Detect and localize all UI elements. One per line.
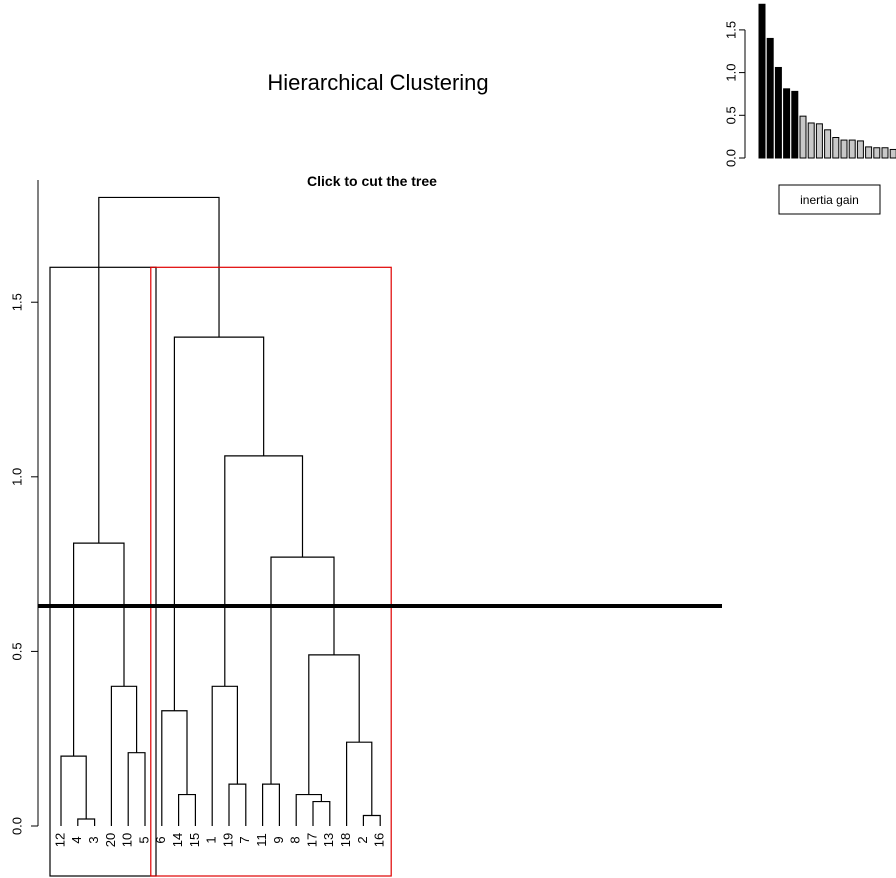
- inertia-bar: [774, 66, 782, 159]
- inertia-bar: [865, 146, 873, 159]
- dendrogram-branch: [178, 793, 196, 826]
- y-tick-label: 1.0: [9, 468, 24, 486]
- inertia-bar: [832, 137, 840, 159]
- inertia-bars: [758, 3, 896, 159]
- leaf-label: 6: [153, 836, 168, 843]
- main-title: Hierarchical Clustering: [267, 70, 488, 95]
- leaf-label: 10: [120, 833, 135, 847]
- leaf-label: 9: [271, 836, 286, 843]
- inertia-bar: [766, 37, 774, 159]
- leaf-label: 14: [170, 833, 185, 847]
- inertia-y-tick-label: 1.5: [723, 21, 738, 39]
- dendrogram-branch: [224, 455, 304, 687]
- inertia-bar: [799, 115, 807, 159]
- inertia-bar: [815, 123, 823, 159]
- dendrogram-branch: [346, 741, 373, 826]
- dendrogram-branch: [173, 336, 265, 711]
- leaf-labels: 12 4 3 20 10 5 6 14 15 1 19 7 11 9 8 17 13 18 2 16: [52, 833, 386, 847]
- leaf-label: 16: [372, 833, 387, 847]
- leaf-label: 13: [321, 833, 336, 847]
- dendrogram-branches: [60, 196, 381, 826]
- inertia-y-tick-label: 0.5: [723, 106, 738, 124]
- inertia-legend-box: [778, 184, 881, 215]
- inertia-bar: [848, 139, 856, 159]
- inertia-bar: [881, 147, 889, 159]
- dendrogram-branch: [211, 685, 238, 826]
- leaf-label: 7: [237, 836, 252, 843]
- dendrogram-branch: [312, 800, 331, 826]
- dendrogram-branch: [60, 755, 87, 826]
- inertia-bar: [807, 122, 815, 159]
- inertia-bar: [856, 140, 864, 159]
- leaf-label: 1: [204, 836, 219, 843]
- leaf-label: 8: [288, 836, 303, 843]
- cluster-boxes: [49, 266, 392, 877]
- cluster-box-1: [49, 266, 157, 877]
- y-tick-label: 0.5: [9, 642, 24, 660]
- cluster-box-2: [150, 266, 392, 877]
- inertia-bar: [824, 129, 832, 159]
- dendrogram-branch: [73, 542, 125, 757]
- inertia-bar: [840, 139, 848, 159]
- dendrogram-branch: [127, 752, 146, 826]
- leaf-label: 11: [254, 833, 269, 847]
- leaf-label: 2: [355, 836, 370, 843]
- inertia-legend-label: inertia gain: [800, 193, 859, 207]
- y-tick-label: 0.0: [9, 817, 24, 835]
- inertia-bar: [783, 88, 791, 159]
- dendrogram-title: Click to cut the tree: [307, 173, 437, 189]
- dendrogram-branch: [98, 196, 220, 544]
- leaf-label: 18: [338, 833, 353, 847]
- leaf-label: 5: [136, 836, 151, 843]
- leaf-label: 19: [220, 833, 235, 847]
- dendrogram-branch: [77, 818, 96, 826]
- dendrogram-branch: [228, 783, 247, 826]
- dendrogram-branch: [295, 793, 322, 826]
- dendrogram-branch: [362, 814, 381, 826]
- inertia-bar: [758, 3, 766, 159]
- inertia-bar: [873, 147, 881, 159]
- leaf-label: 3: [86, 836, 101, 843]
- leaf-label: 12: [52, 833, 67, 847]
- inertia-y-tick-label: 0.0: [723, 149, 738, 167]
- dendrogram-branch: [161, 710, 188, 826]
- dendrogram-branch: [308, 654, 360, 795]
- dendrogram-branch: [262, 783, 280, 826]
- inertia-y-axis: 0.0 0.5 1.0 1.5: [723, 21, 746, 167]
- y-tick-label: 1.5: [9, 293, 24, 311]
- inertia-y-tick-label: 1.0: [723, 64, 738, 82]
- leaf-label: 20: [103, 833, 118, 847]
- dendrogram-branch: [110, 685, 138, 826]
- inertia-bar: [889, 148, 896, 159]
- dendrogram-y-axis: 0.0 0.5 1.0 1.5: [9, 180, 39, 835]
- leaf-label: 15: [187, 833, 202, 847]
- dendrogram-branch: [270, 556, 335, 785]
- inertia-bar: [791, 90, 799, 159]
- leaf-label: 4: [69, 836, 84, 843]
- leaf-label: 17: [304, 833, 319, 847]
